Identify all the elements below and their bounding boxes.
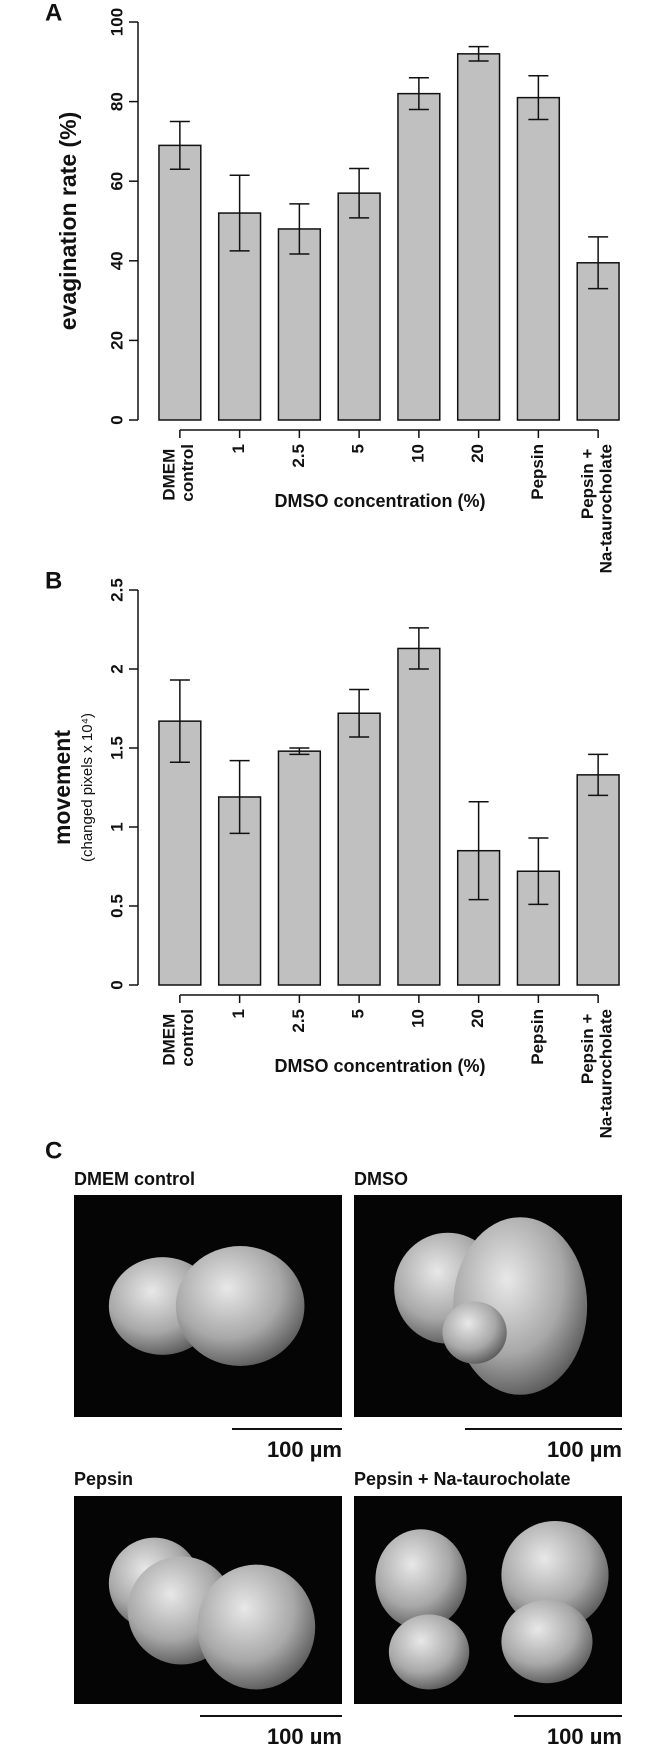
y-tick-label: 1 — [107, 822, 126, 831]
bar — [158, 720, 202, 986]
x-tick-label: 20 — [468, 444, 487, 463]
y-tick-label: 1.5 — [107, 736, 126, 760]
error-bar — [468, 45, 489, 62]
x-tick-label: 1 — [229, 1009, 248, 1018]
bar — [277, 750, 322, 986]
error-bar — [528, 837, 549, 906]
error-bar — [229, 174, 250, 252]
x-tick-label: DMEM control — [160, 1009, 198, 1067]
x-tick-label: 20 — [468, 1009, 487, 1028]
x-tick-label: Pepsin — [528, 1009, 547, 1065]
y-axis-sublabel: (changed pixels x 10⁴) — [79, 713, 96, 862]
embryo — [375, 1529, 467, 1630]
bar — [158, 144, 202, 421]
scale-bar-label: 100 µm — [547, 1724, 622, 1744]
scale-bar-label: 100 µm — [267, 1437, 342, 1462]
bar — [397, 647, 441, 986]
x-tick-label: 2.5 — [289, 444, 308, 468]
scale-bar-label: 100 µm — [547, 1437, 622, 1462]
y-tick-label: 60 — [107, 172, 126, 191]
bar — [277, 228, 322, 421]
error-bar — [408, 76, 429, 111]
scale-bar-label: 100 µm — [267, 1724, 342, 1744]
panel-label: A — [45, 0, 62, 26]
image-title: Pepsin + Na-taurocholate — [354, 1469, 571, 1489]
bar — [337, 192, 381, 421]
y-axis-label: evagination rate (%) — [55, 112, 81, 331]
x-tick-label: 10 — [408, 444, 427, 463]
error-bar — [169, 120, 190, 171]
y-tick-label: 2.5 — [107, 578, 126, 602]
y-axis-label: movement — [49, 730, 75, 845]
x-axis-label: DMSO concentration (%) — [274, 491, 485, 511]
error-bar — [588, 236, 609, 290]
panel-label: C — [45, 1137, 62, 1164]
panel-label: B — [45, 567, 62, 594]
y-tick-label: 80 — [107, 92, 126, 111]
embryo — [175, 1246, 305, 1366]
image-title: DMSO — [354, 1169, 408, 1189]
y-tick-label: 100 — [107, 8, 126, 36]
bar — [576, 262, 620, 421]
bar — [516, 96, 561, 421]
error-bar — [468, 800, 489, 901]
x-tick-label: Pepsin + Na-taurocholate — [578, 444, 616, 573]
x-tick-label: Pepsin + Na-taurocholate — [578, 1009, 616, 1138]
bar — [576, 774, 620, 986]
bar — [456, 53, 501, 421]
image-title: Pepsin — [74, 1469, 133, 1489]
error-bar — [289, 747, 310, 756]
bar — [337, 712, 381, 986]
y-tick-label: 40 — [107, 251, 126, 270]
embryo — [501, 1600, 593, 1684]
x-tick-label: 2.5 — [289, 1009, 308, 1033]
y-tick-label: 0 — [107, 415, 126, 424]
image-title: DMEM control — [74, 1169, 195, 1189]
y-tick-label: 20 — [107, 331, 126, 350]
x-tick-label: 5 — [349, 1009, 368, 1018]
error-bar — [289, 203, 310, 255]
x-tick-label: 10 — [408, 1009, 427, 1028]
bar — [397, 92, 441, 421]
error-bar — [588, 753, 609, 797]
embryo — [197, 1564, 316, 1690]
error-bar — [408, 627, 429, 670]
x-axis-label: DMSO concentration (%) — [274, 1056, 485, 1076]
y-tick-label: 2 — [107, 664, 126, 673]
error-bar — [528, 74, 549, 121]
x-tick-label: DMEM control — [160, 444, 198, 502]
error-bar — [349, 167, 370, 219]
embryo — [501, 1520, 609, 1630]
x-tick-label: Pepsin — [528, 444, 547, 500]
y-tick-label: 0 — [107, 980, 126, 989]
embryo — [442, 1301, 507, 1364]
error-bar — [349, 688, 370, 738]
x-tick-label: 5 — [349, 444, 368, 453]
x-tick-label: 1 — [229, 444, 248, 453]
y-tick-label: 0.5 — [107, 894, 126, 918]
embryo — [388, 1614, 470, 1690]
error-bar — [169, 679, 190, 763]
error-bar — [229, 759, 250, 835]
